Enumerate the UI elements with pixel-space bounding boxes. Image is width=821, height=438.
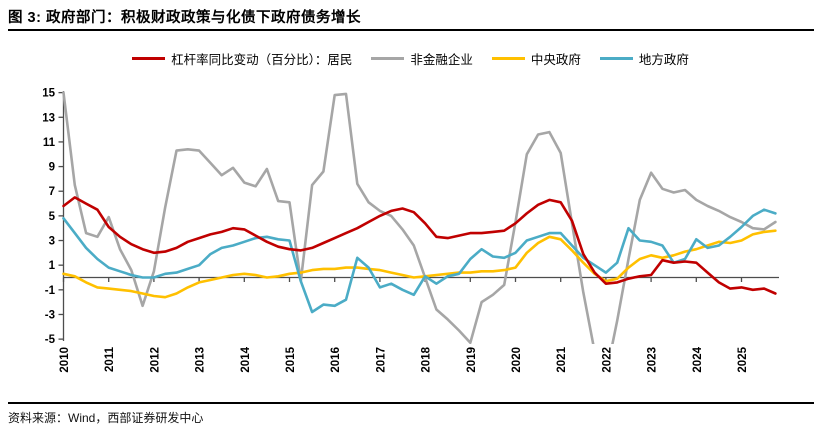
x-tick-label: 2025 [737, 346, 749, 372]
legend-label-resident: 杠杆率同比变动（百分比）：居民 [171, 53, 353, 67]
y-tick-label: 15 [42, 88, 55, 100]
y-tick-label: -1 [45, 285, 56, 297]
chart-series [62, 91, 777, 344]
series-line-nonfinancial-corp [62, 91, 777, 344]
legend-label-local-gov: 地方政府 [638, 53, 689, 67]
legend-line-swatch-nonfinancial-corp [371, 57, 405, 60]
series-line-local-gov [62, 208, 777, 314]
x-tick-label: 2014 [240, 346, 252, 372]
x-tick-label: 2023 [647, 347, 659, 373]
x-tick-label: 2021 [556, 346, 568, 372]
y-tick-label: 11 [43, 137, 56, 149]
legend-label-central-gov: 中央政府 [530, 53, 581, 67]
x-tick-label: 2022 [601, 347, 613, 373]
figure-title: 图 3: 政府部门：积极财政政策与化债下政府债务增长 [8, 10, 361, 26]
legend-line-swatch-central-gov [491, 57, 525, 60]
y-tick-label: 7 [49, 186, 55, 198]
legend-line-swatch-local-gov [599, 57, 633, 60]
legend-item-nonfinancial-corp: 非金融企业 [371, 49, 473, 68]
x-tick-label: 2019 [466, 347, 478, 373]
y-tick-label: 9 [49, 162, 55, 174]
series-line-central-gov [62, 229, 777, 299]
y-tick-label: 3 [49, 236, 55, 248]
source-note: 资料来源：Wind，西部证券研发中心 [8, 411, 204, 425]
series-line-resident [62, 196, 777, 295]
title-divider [8, 29, 814, 31]
legend-label-nonfinancial-corp: 非金融企业 [410, 53, 473, 67]
x-tick-label: 2024 [692, 346, 704, 372]
x-tick-label: 2015 [285, 346, 297, 372]
y-tick-label: -3 [45, 309, 55, 321]
x-tick-label: 2010 [59, 347, 71, 373]
chart-axes [62, 91, 779, 341]
chart-legend: 杠杆率同比变动（百分比）：居民 非金融企业 中央政府 地方政府 [0, 49, 821, 68]
y-tick-label: 13 [42, 112, 55, 124]
x-tick-label: 2011 [104, 346, 116, 372]
legend-item-resident: 杠杆率同比变动（百分比）：居民 [132, 49, 352, 68]
x-tick-label: 2016 [330, 347, 342, 373]
legend-item-local-gov: 地方政府 [599, 49, 689, 68]
x-tick-label: 2020 [511, 347, 523, 373]
source-divider [8, 402, 814, 404]
y-tick-label: 1 [49, 260, 56, 272]
legend-line-swatch-resident [132, 57, 166, 60]
y-tick-label: 5 [49, 211, 56, 223]
x-tick-label: 2012 [149, 347, 161, 373]
x-tick-label: 2017 [375, 347, 387, 373]
y-tick-label: -5 [45, 334, 56, 346]
x-tick-label: 2013 [195, 347, 207, 373]
x-tick-label: 2018 [421, 346, 433, 372]
legend-item-central-gov: 中央政府 [491, 49, 581, 68]
